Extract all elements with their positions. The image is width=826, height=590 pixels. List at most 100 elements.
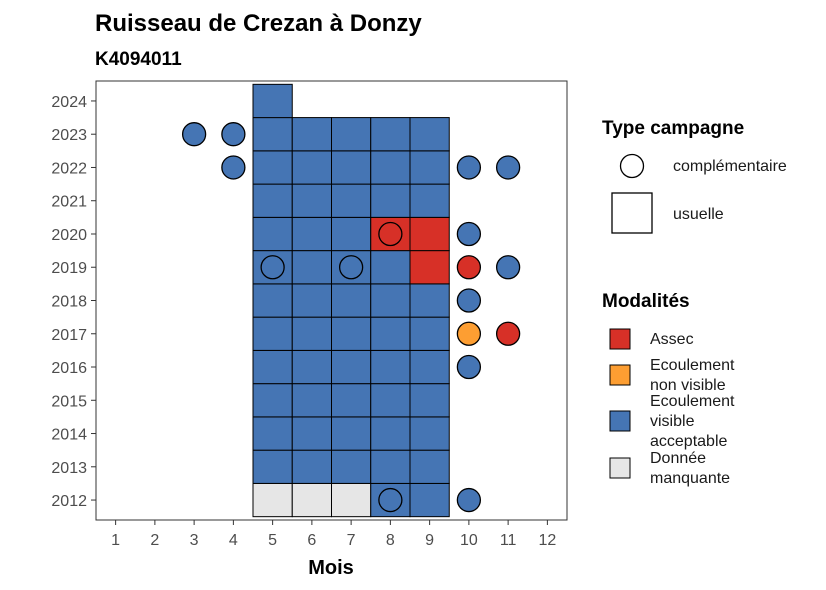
y-tick-label-2018: 2018 [51,294,87,311]
legend-key-nonvisible [609,364,631,386]
x-tick-label-8: 8 [386,532,395,549]
complementaire-point-2022-11 [495,155,521,180]
usuelle-cell-2014-8 [370,416,411,451]
complementaire-point-2020-8 [378,221,403,247]
usuelle-cell-2013-9 [409,449,450,484]
usuelle-cell-2015-6 [291,383,332,418]
complementaire-point-2012-8 [378,487,403,513]
y-tick-label-2012: 2012 [51,493,87,510]
usuelle-cell-2023-7 [331,117,372,152]
usuelle-cell-2018-7 [331,283,372,318]
x-tick-label-10: 10 [460,532,478,549]
x-tick-label-12: 12 [538,532,556,549]
usuelle-cell-2023-9 [409,117,450,152]
y-tick-label-2017: 2017 [51,327,87,344]
usuelle-cell-2022-9 [409,150,450,185]
y-tick-label-2020: 2020 [51,227,87,244]
x-tick-label-4: 4 [229,532,238,549]
usuelle-cell-2015-5 [252,383,293,418]
legend-type-title: Type campagne [602,118,744,139]
legend-label-visible-2: acceptable [650,433,727,450]
usuelle-cell-2016-7 [331,349,372,385]
legend-type-complementaire: complémentaire [673,158,787,175]
complementaire-points [181,122,521,513]
usuelle-cell-2015-7 [331,383,372,418]
x-tick-label-1: 1 [111,532,120,549]
usuelle-cell-2012-5 [252,482,293,518]
legend-type-usuelle: usuelle [673,206,724,223]
usuelle-cell-2017-6 [291,316,332,351]
complementaire-point-2019-10 [456,255,482,280]
complementaire-point-2022-10 [456,155,482,180]
usuelle-cell-2013-7 [331,449,372,484]
y-tick-label-2024: 2024 [51,94,87,111]
y-tick-label-2013: 2013 [51,460,87,477]
usuelle-cell-2022-6 [291,150,332,185]
usuelle-cell-2023-6 [291,117,332,152]
legend-key-manquante [609,457,631,479]
usuelle-cell-2024-5 [252,83,293,119]
legend-modalites-title: Modalités [602,291,690,312]
usuelle-cell-2018-5 [252,283,293,318]
y-axis: 2012 2013 2014 2015 2016 2017 2018 2019 2020 2021… [51,94,96,510]
legend-circle-symbol [619,153,645,179]
y-tick-label-2021: 2021 [51,194,87,211]
complementaire-point-2020-10 [456,221,482,247]
usuelle-cell-2023-5 [252,117,293,152]
usuelle-cell-2018-6 [291,283,332,318]
complementaire-point-2019-11 [495,255,521,280]
usuelle-cell-2020-6 [291,216,332,252]
usuelle-cell-2013-6 [291,449,332,484]
usuelle-cell-2013-5 [252,449,293,484]
usuelle-cell-2012-9 [409,482,450,518]
y-tick-label-2019: 2019 [51,260,87,277]
x-tick-label-9: 9 [425,532,434,549]
usuelle-cell-2012-6 [291,482,332,518]
complementaire-point-2012-10 [456,487,482,513]
usuelle-cell-2017-9 [409,316,450,351]
usuelle-cell-2016-5 [252,349,293,385]
legend-key-visible [609,410,631,432]
usuelle-cell-2021-9 [409,183,450,218]
y-tick-label-2015: 2015 [51,393,87,410]
usuelle-cell-2021-6 [291,183,332,218]
usuelle-cells [252,83,450,518]
usuelle-cell-2022-8 [370,150,411,185]
x-tick-label-6: 6 [307,532,316,549]
usuelle-cell-2018-8 [370,283,411,318]
complementaire-point-2017-10 [456,321,482,346]
x-axis-label: Mois [308,557,354,579]
legend-key-assec [609,328,631,350]
usuelle-cell-2020-9 [409,216,450,252]
legend-type-campagne: Type campagne complémentaire usuelle [602,118,787,234]
usuelle-cell-2023-8 [370,117,411,152]
legend-label-visible-0: Ecoulement [650,393,735,410]
usuelle-cell-2021-5 [252,183,293,218]
complementaire-point-2018-10 [456,288,482,313]
x-axis: 1 2 3 4 5 6 7 8 9 10 11 12 [111,520,556,549]
x-tick-label-3: 3 [190,532,199,549]
usuelle-cell-2016-9 [409,349,450,385]
legend-label-nonvisible-0: Ecoulement [650,357,735,374]
complementaire-point-2023-3 [181,122,207,147]
complementaire-point-2016-10 [456,354,482,380]
usuelle-cell-2019-8 [370,250,411,285]
complementaire-point-2023-4 [221,122,246,147]
usuelle-cell-2020-5 [252,216,293,252]
usuelle-cell-2021-7 [331,183,372,218]
complementaire-point-2017-11 [495,321,521,346]
usuelle-cell-2014-6 [291,416,332,451]
legend-label-manquante-0: Donnée [650,450,706,467]
x-tick-label-7: 7 [347,532,356,549]
usuelle-cell-2013-8 [370,449,411,484]
usuelle-cell-2018-9 [409,283,450,318]
chart-title: Ruisseau de Crezan à Donzy [95,10,422,37]
complementaire-point-2019-5 [260,255,285,280]
usuelle-cell-2020-7 [331,216,372,252]
usuelle-cell-2017-5 [252,316,293,351]
usuelle-cell-2022-5 [252,150,293,185]
usuelle-cell-2012-7 [331,482,372,518]
usuelle-cell-2021-8 [370,183,411,218]
